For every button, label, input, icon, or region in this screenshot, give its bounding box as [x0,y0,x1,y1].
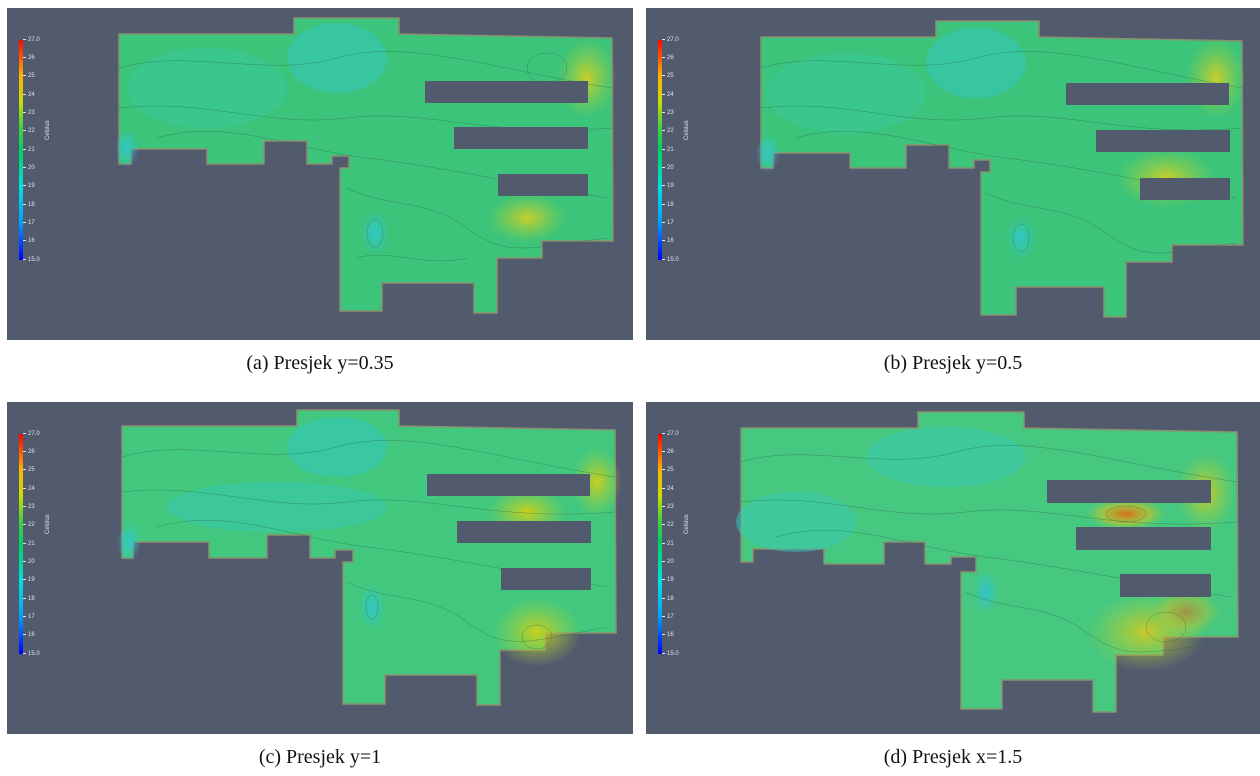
obstacle [498,174,588,196]
colorbar-tick: 16 [662,238,674,244]
colorbar-tick: 22 [662,522,674,528]
contour-plot-panel-c: 27.0 26 25 24 23 22 21 20 19 18 17 16 15… [7,402,633,734]
colorbar-tick: 26 [662,55,674,61]
colorbar-tick: 26 [23,55,35,61]
colorbar-ticks: 27.0 26 25 24 23 22 21 20 19 18 17 16 15… [23,37,43,263]
obstacle [1047,480,1211,503]
colorbar-ticks: 27.0 26 25 24 23 22 21 20 19 18 17 16 15… [662,37,682,263]
colorbar-tick: 20 [662,559,674,565]
colorbar-tick: 17 [662,614,674,620]
colorbar-title: Celsius [45,120,51,140]
obstacle [1120,574,1211,597]
colorbar [658,434,662,654]
colorbar-tick: 23 [662,504,674,510]
colorbar [658,40,662,260]
colorbar-tick: 22 [662,128,674,134]
colorbar-tick: 18 [662,202,674,208]
floorplan-contour-map [117,409,622,706]
floorplan-contour-map [756,20,1246,318]
colorbar-tick: 20 [662,165,674,171]
colorbar-tick: 24 [662,486,674,492]
colorbar-tick: 19 [662,577,674,583]
colorbar-tick: 24 [23,92,35,98]
colorbar-tick: 27.0 [23,37,40,43]
colorbar-tick: 17 [23,220,35,226]
colorbar-title: Celsius [684,514,690,534]
obstacle [427,474,590,496]
obstacle [1096,130,1230,152]
colorbar-tick: 15.0 [662,651,679,657]
colorbar-tick: 16 [23,632,35,638]
contour-plot-panel-b: 27.0 26 25 24 23 22 21 20 19 18 17 16 15… [646,8,1260,340]
contour-plot-panel-a: 27.0 26 25 24 23 22 21 20 19 18 17 16 15… [7,8,633,340]
colorbar-tick: 25 [662,73,674,79]
colorbar-tick: 23 [23,504,35,510]
colorbar-tick: 24 [662,92,674,98]
colorbar-tick: 19 [23,183,35,189]
obstacle [1066,83,1229,105]
colorbar-tick: 17 [23,614,35,620]
floorplan-contour-map [115,17,617,314]
obstacle [457,521,591,543]
colorbar-tick: 22 [23,522,35,528]
floorplan-contour-map [736,411,1239,713]
colorbar-tick: 16 [662,632,674,638]
colorbar-tick: 21 [662,147,674,153]
contour-plot-panel-d: 27.0 26 25 24 23 22 21 20 19 18 17 16 15… [646,402,1260,734]
colorbar-tick: 18 [23,202,35,208]
colorbar-tick: 23 [23,110,35,116]
colorbar-tick: 19 [662,183,674,189]
obstacle [454,127,588,149]
obstacle [501,568,591,590]
colorbar-title: Celsius [45,514,51,534]
colorbar-tick: 15.0 [23,651,40,657]
colorbar-ticks: 27.0 26 25 24 23 22 21 20 19 18 17 16 15… [23,431,43,657]
colorbar-ticks: 27.0 26 25 24 23 22 21 20 19 18 17 16 15… [662,431,682,657]
colorbar-tick: 18 [662,596,674,602]
colorbar [19,434,23,654]
panel-caption-b: (b) Presjek y=0.5 [883,352,1023,374]
panel-caption-d: (d) Presjek x=1.5 [883,746,1023,768]
colorbar-tick: 15.0 [23,257,40,263]
colorbar-tick: 21 [662,541,674,547]
colorbar-tick: 25 [662,467,674,473]
colorbar-tick: 21 [23,147,35,153]
colorbar-tick: 21 [23,541,35,547]
colorbar-tick: 20 [23,165,35,171]
panel-caption-a: (a) Presjek y=0.35 [246,352,394,374]
colorbar-tick: 22 [23,128,35,134]
panel-caption-c: (c) Presjek y=1 [258,746,382,768]
colorbar-tick: 24 [23,486,35,492]
colorbar-tick: 23 [662,110,674,116]
colorbar-title: Celsius [684,120,690,140]
colorbar-tick: 17 [662,220,674,226]
colorbar-tick: 27.0 [662,37,679,43]
colorbar-tick: 27.0 [23,431,40,437]
colorbar-tick: 26 [662,449,674,455]
colorbar [19,40,23,260]
colorbar-tick: 19 [23,577,35,583]
colorbar-tick: 16 [23,238,35,244]
obstacle [1076,527,1211,550]
colorbar-tick: 27.0 [662,431,679,437]
colorbar-tick: 15.0 [662,257,679,263]
colorbar-tick: 25 [23,467,35,473]
colorbar-tick: 25 [23,73,35,79]
colorbar-tick: 20 [23,559,35,565]
colorbar-tick: 26 [23,449,35,455]
colorbar-tick: 18 [23,596,35,602]
obstacle [425,81,588,103]
obstacle [1140,178,1230,200]
